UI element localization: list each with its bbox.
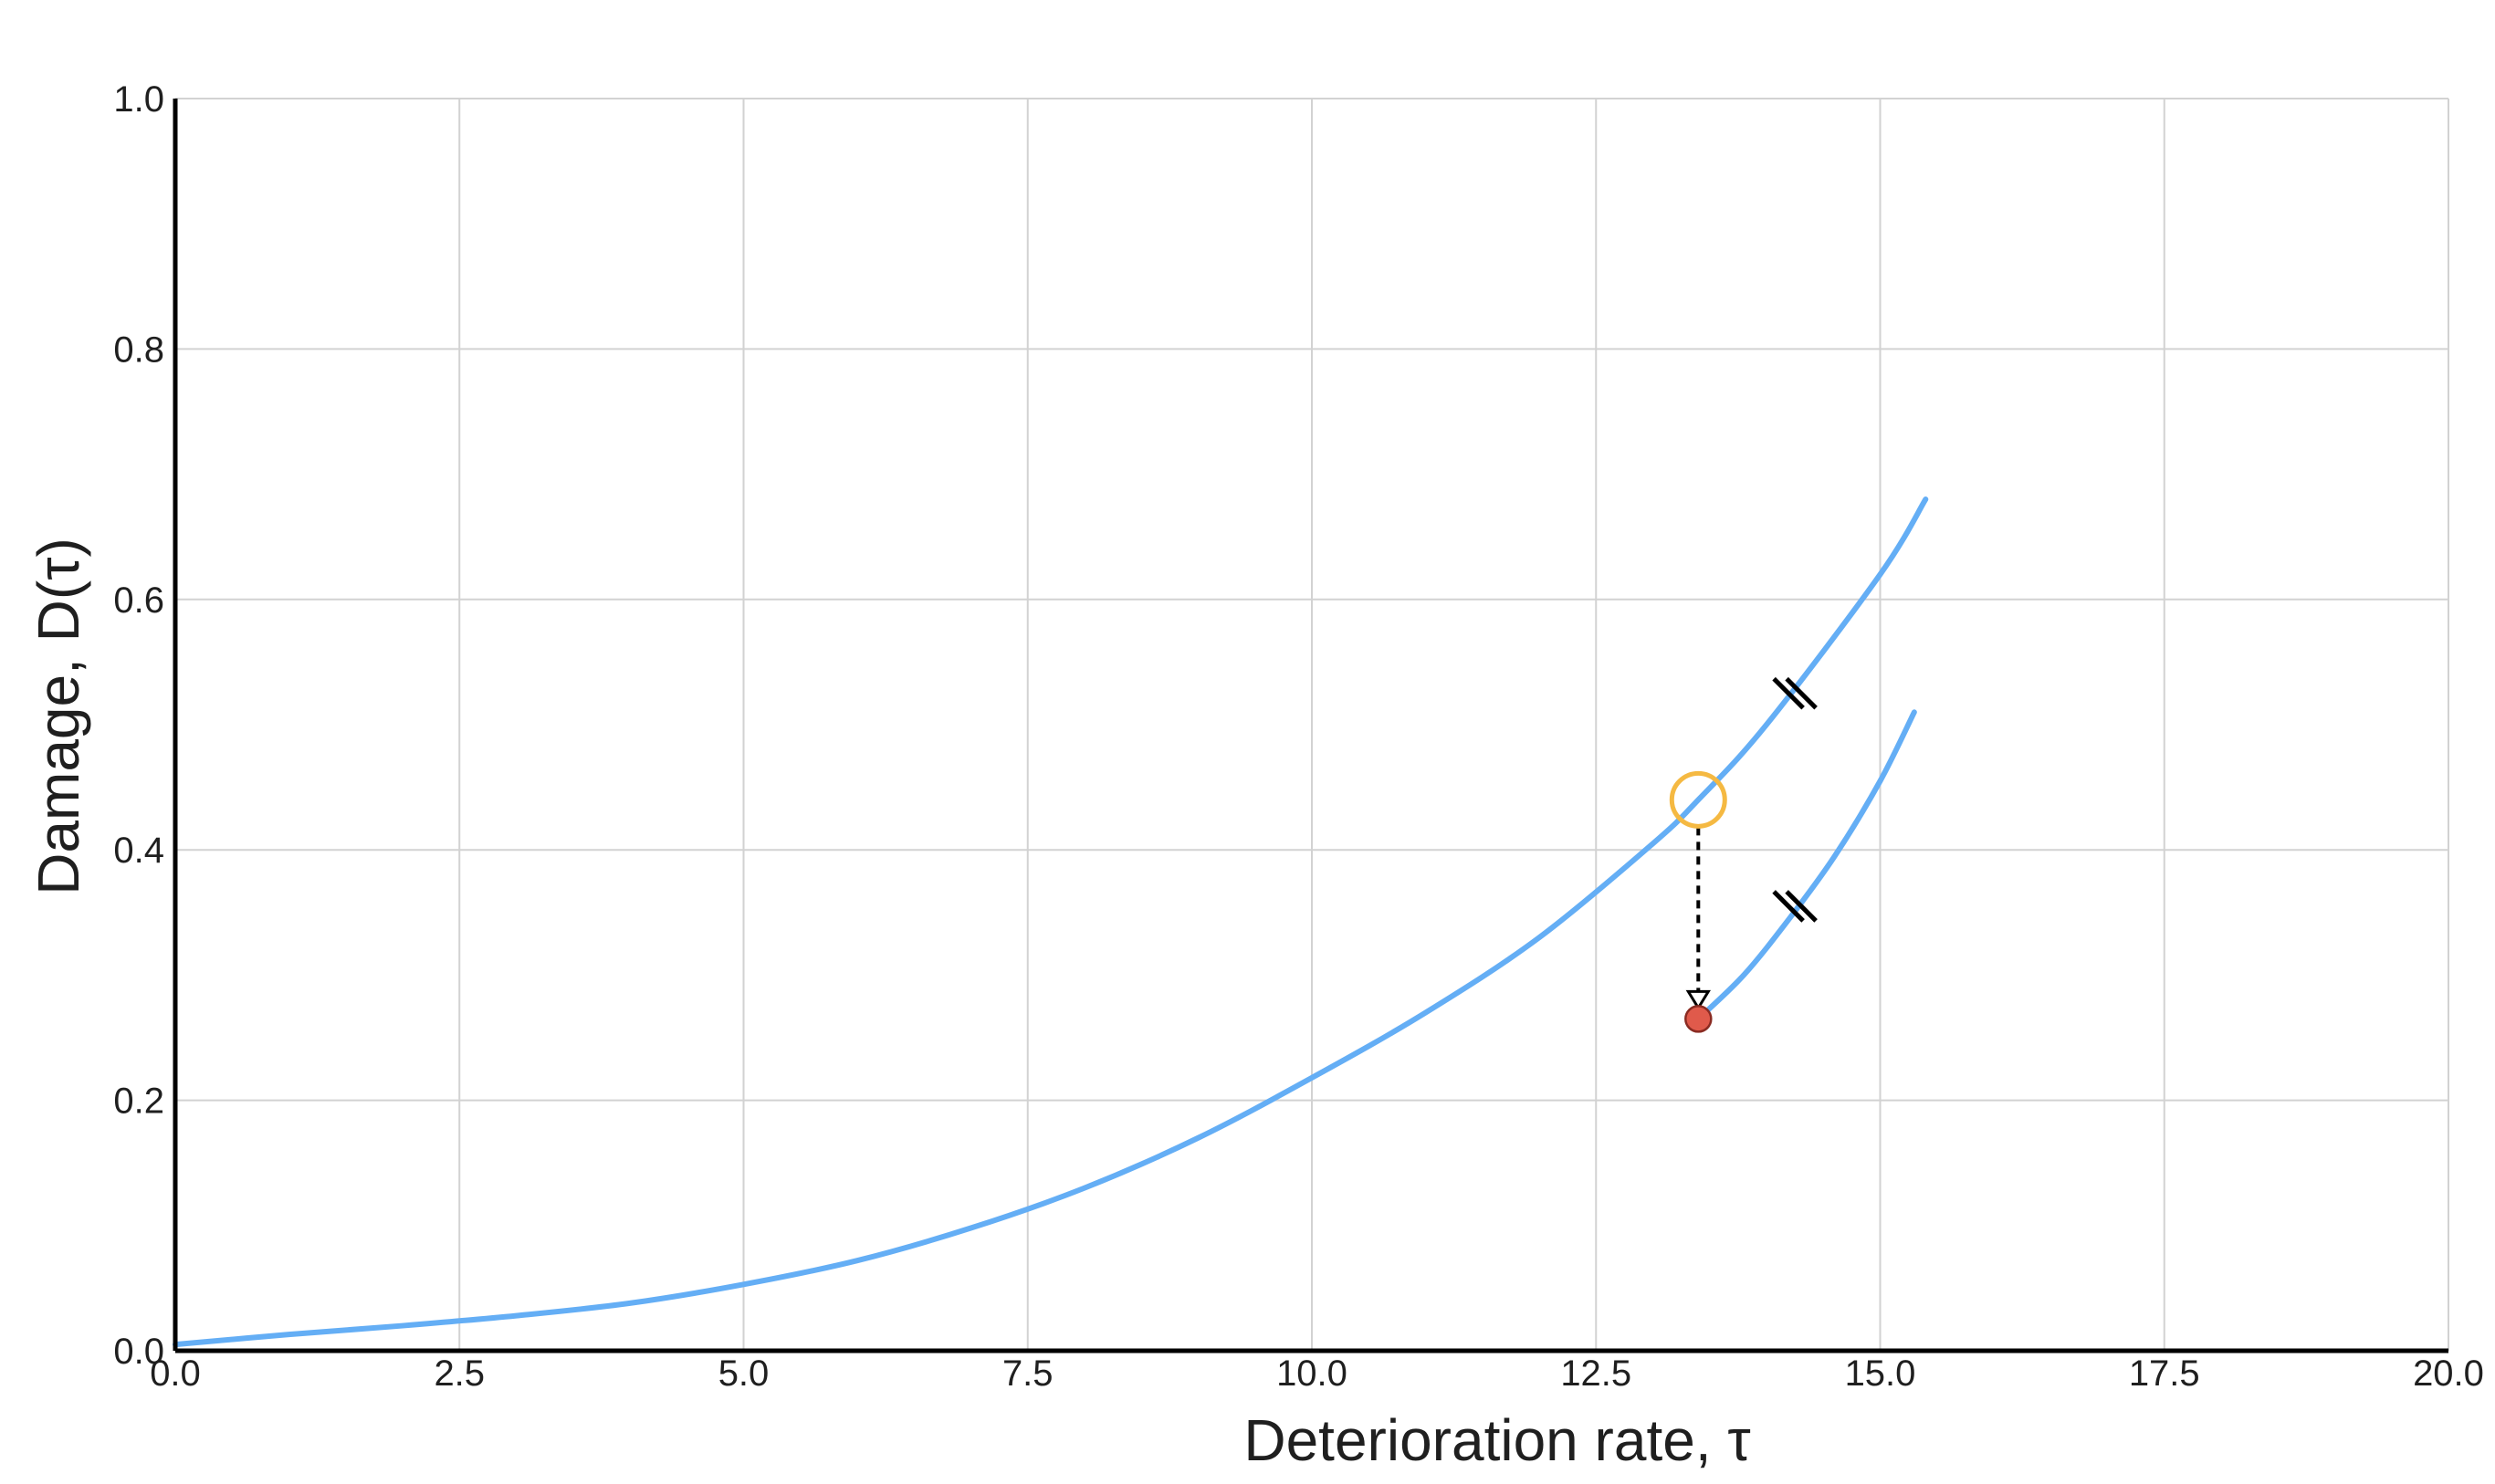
x-axis-title: Deterioration rate, τ <box>1243 1407 1750 1473</box>
x-tick-label: 17.5 <box>2129 1353 2200 1394</box>
grid <box>174 98 2449 1352</box>
x-tick-label: 10.0 <box>1276 1353 1347 1394</box>
y-tick-label: 1.0 <box>113 79 164 120</box>
break-mark-2-1 <box>1772 890 1805 923</box>
axes <box>173 99 2448 1353</box>
series-line-1 <box>173 496 1929 1348</box>
y-tick-label: 0.8 <box>113 329 164 370</box>
x-tick-label: 12.5 <box>1560 1353 1631 1394</box>
y-axis-title: Damage, D(τ) <box>26 538 91 895</box>
y-tick-label: 0.2 <box>113 1082 164 1122</box>
drop-arrow-head <box>1685 989 1711 1011</box>
x-tick-label: 7.5 <box>1002 1353 1054 1394</box>
break-mark-1-1 <box>1772 676 1805 710</box>
break-mark-1-2 <box>1785 676 1818 710</box>
y-tick-label: 0.0 <box>113 1332 164 1372</box>
tick-labels: 0.0 2.5 5.0 7.5 10.0 12.5 15.0 17.5 20.0 0.0 0.2 0.… <box>113 79 2484 1394</box>
reset-point-marker <box>1684 1005 1713 1033</box>
break-mark-2-2 <box>1785 890 1818 923</box>
open-circle-marker <box>1669 770 1727 829</box>
x-tick-label: 20.0 <box>2413 1353 2484 1394</box>
y-tick-label: 0.4 <box>113 831 164 871</box>
y-tick-label: 0.6 <box>113 580 164 621</box>
series-layer <box>173 496 1929 1348</box>
x-tick-label: 15.0 <box>1845 1353 1916 1394</box>
x-tick-label: 5.0 <box>718 1353 770 1394</box>
x-tick-label: 0.0 <box>150 1353 201 1394</box>
series-line-2 <box>1695 709 1917 1022</box>
x-tick-label: 2.5 <box>434 1353 485 1394</box>
annotation-layer <box>1669 676 1818 1033</box>
